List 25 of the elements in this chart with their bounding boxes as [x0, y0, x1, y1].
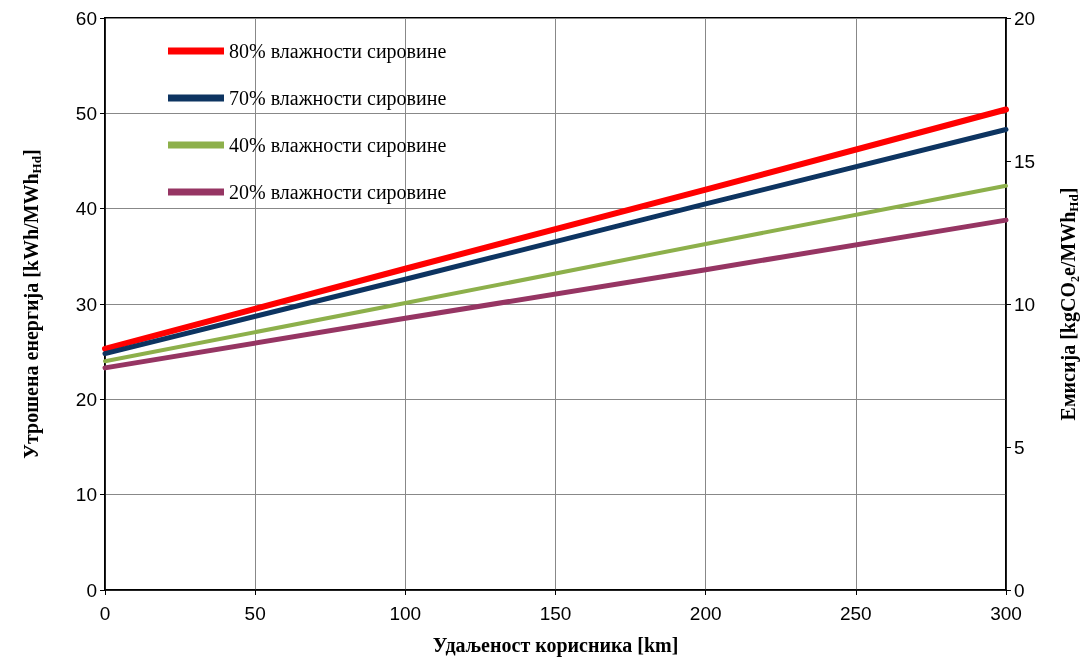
- y2-tick-label: 5: [1014, 436, 1025, 458]
- legend-label: 70% влажности сировине: [229, 87, 447, 110]
- x-tick-label: 250: [839, 603, 872, 624]
- y-tick-label: 0: [86, 579, 97, 601]
- x-tick-label: 300: [990, 603, 1022, 624]
- y2-tick-label: 20: [1014, 7, 1036, 29]
- y-tick-label: 60: [75, 7, 97, 29]
- x-tick-label: 200: [689, 603, 722, 624]
- x-tick-label: 50: [244, 603, 266, 624]
- y2-tick-label: 0: [1014, 579, 1025, 601]
- line-series: [103, 183, 1008, 364]
- y2-tick-label: 10: [1014, 293, 1036, 315]
- x-tick-label: 150: [539, 603, 572, 624]
- x-axis-title: Удаљеност корисника [km]: [432, 634, 679, 657]
- y-tick-label: 50: [75, 102, 97, 124]
- y-tick-label: 30: [75, 293, 97, 315]
- legend-label: 40% влажности сировине: [229, 134, 447, 157]
- x-tick-label: 0: [99, 603, 111, 624]
- y2-tick-label: 15: [1014, 150, 1036, 172]
- y-tick-label: 20: [75, 388, 97, 410]
- legend-label: 80% влажности сировине: [229, 40, 447, 63]
- y-tick-label: 40: [75, 198, 97, 220]
- legend-label: 20% влажности сировине: [229, 181, 447, 204]
- x-tick-label: 100: [389, 603, 422, 624]
- y-tick-label: 10: [75, 484, 97, 506]
